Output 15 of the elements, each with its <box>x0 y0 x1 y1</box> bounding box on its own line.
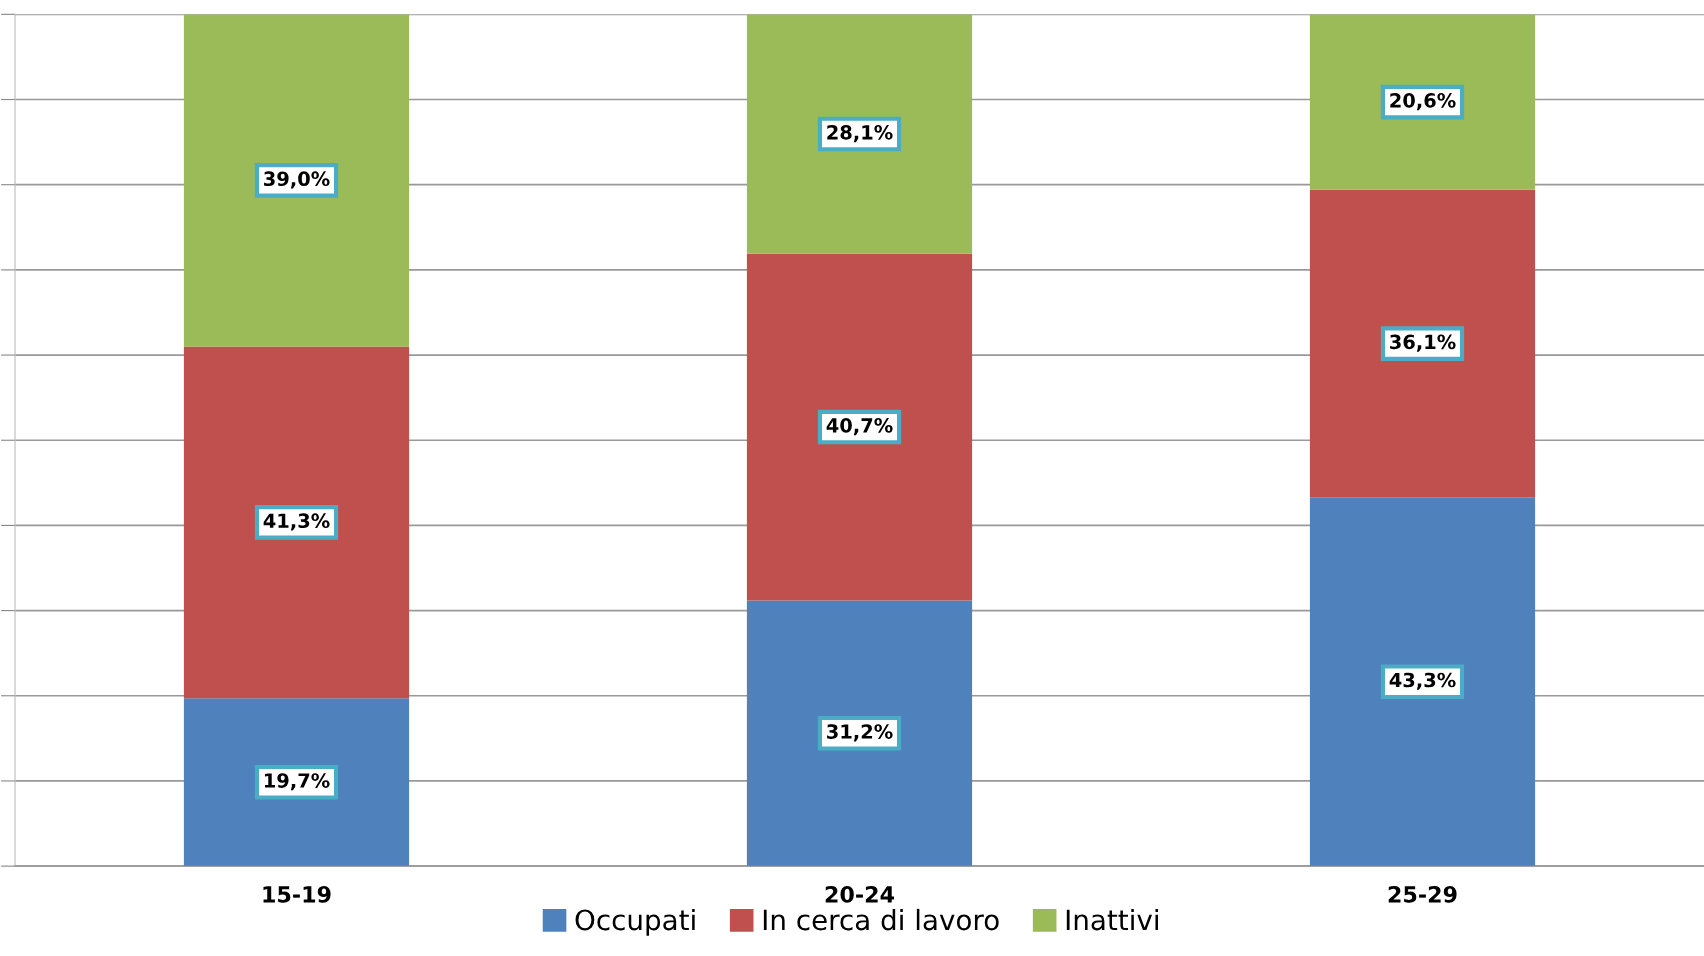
x-tick-label: 15-19 <box>263 885 331 903</box>
legend-label: Occupati <box>575 908 695 936</box>
data-label: 28,1% <box>827 124 893 143</box>
data-label: 40,7% <box>826 417 893 436</box>
data-label: 39,0% <box>264 171 330 189</box>
x-tick-label: 20-24 <box>825 885 895 903</box>
data-label: 43,3% <box>1389 672 1456 690</box>
data-label: 20,6% <box>1390 93 1456 111</box>
legend-label: Inattivi <box>1066 908 1158 931</box>
legend-label: In cerca di lavoro <box>763 908 999 931</box>
data-label: 19,7% <box>264 773 330 791</box>
data-label: 41,3% <box>263 513 330 531</box>
x-tick-label: 25-29 <box>1388 885 1457 903</box>
data-label: 31,2% <box>827 724 893 742</box>
data-label: 36,1% <box>1390 334 1456 352</box>
